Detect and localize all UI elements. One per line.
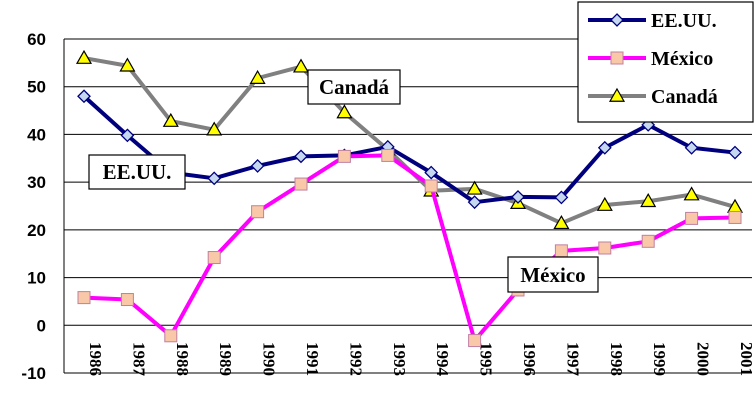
- callout-mexico: México: [507, 256, 599, 293]
- legend-marker: [610, 51, 624, 65]
- data-point: [684, 140, 699, 155]
- callout-canada: Canadá: [307, 69, 401, 105]
- callout-eeuu-label: EE.UU.: [103, 160, 172, 184]
- x-axis-ticks: 1986 1987 1988 1989 1990 1991 1992 1993 1994 1995…: [86, 342, 756, 377]
- x-tick-label: 1988: [173, 342, 192, 376]
- x-tick-label: 1989: [216, 342, 235, 376]
- data-point: [294, 177, 308, 191]
- x-tick-label: 1986: [86, 342, 105, 376]
- data-point: [77, 291, 91, 305]
- x-tick-label: 1996: [520, 342, 539, 376]
- legend-label: EE.UU.: [651, 10, 717, 32]
- data-point: [553, 214, 570, 230]
- y-tick-label: 60: [27, 30, 46, 49]
- legend-item: Canadá: [588, 86, 718, 108]
- x-tick-label: 2001: [737, 342, 756, 376]
- x-tick-label: 1992: [346, 342, 365, 376]
- data-point: [554, 190, 569, 205]
- data-point: [641, 234, 655, 248]
- data-point: [250, 159, 265, 173]
- legend-label: México: [651, 48, 713, 70]
- data-point: [468, 334, 482, 348]
- data-point: [467, 195, 482, 210]
- y-tick-label: -10: [21, 364, 46, 383]
- data-point: [206, 121, 223, 136]
- callout-mexico-label: México: [520, 263, 585, 287]
- data-point: [75, 49, 93, 64]
- x-tick-label: 1987: [129, 342, 148, 377]
- x-tick-label: 1994: [433, 342, 452, 377]
- data-point: [597, 140, 612, 155]
- x-tick-label: 1998: [607, 342, 626, 376]
- legend-item: EE.UU.: [588, 10, 717, 32]
- legend: EE.UU. México Canadá: [577, 1, 754, 123]
- y-tick-label: 10: [27, 269, 46, 288]
- callout-canada-label: Canadá: [319, 75, 390, 99]
- callout-eeuu: EE.UU.: [88, 154, 186, 190]
- x-tick-label: 1997: [563, 342, 582, 377]
- y-tick-label: 40: [27, 125, 46, 144]
- y-tick-label: 30: [27, 173, 46, 192]
- data-point: [728, 145, 742, 160]
- data-point: [424, 165, 439, 180]
- data-point: [249, 69, 266, 84]
- data-point: [424, 179, 438, 193]
- callout-mexico-box: [507, 256, 599, 293]
- x-tick-label: 1990: [260, 342, 279, 376]
- data-point: [119, 57, 136, 72]
- x-tick-label: 2000: [694, 342, 713, 376]
- y-axis-ticks: -10 0 10 20 30 40 50 60: [21, 30, 46, 383]
- y-tick-label: 0: [37, 316, 46, 335]
- data-point: [292, 58, 310, 73]
- data-point: [598, 241, 612, 255]
- data-point: [251, 205, 265, 219]
- x-tick-label: 1993: [390, 342, 409, 376]
- data-point: [596, 196, 613, 211]
- y-tick-label: 50: [27, 78, 46, 97]
- data-point: [77, 89, 91, 104]
- data-point: [337, 149, 351, 163]
- x-tick-label: 1995: [477, 342, 496, 376]
- data-point: [381, 148, 395, 162]
- x-tick-label: 1999: [650, 342, 669, 376]
- data-point: [207, 171, 222, 186]
- callout-canada-box: [307, 69, 401, 105]
- series-line: [82, 94, 736, 205]
- data-point: [120, 128, 135, 143]
- data-point: [336, 104, 353, 119]
- data-point: [162, 112, 179, 127]
- legend-marker: [608, 87, 626, 102]
- callout-eeuu-box: [88, 154, 186, 190]
- data-point: [554, 244, 568, 258]
- y-tick-label: 20: [27, 221, 46, 240]
- data-point: [294, 149, 308, 164]
- data-point: [164, 329, 178, 343]
- legend-marker: [610, 13, 624, 27]
- data-point: [640, 193, 657, 208]
- data-point: [511, 190, 525, 204]
- legend-item: México: [588, 48, 713, 70]
- data-point: [207, 251, 221, 265]
- legend-label: Canadá: [651, 86, 718, 108]
- data-point: [683, 186, 700, 201]
- series-line: [83, 153, 736, 343]
- x-tick-label: 1991: [303, 342, 322, 376]
- data-point: [728, 210, 742, 224]
- data-point: [120, 293, 134, 307]
- data-point: [685, 211, 699, 225]
- data-point: [466, 180, 483, 195]
